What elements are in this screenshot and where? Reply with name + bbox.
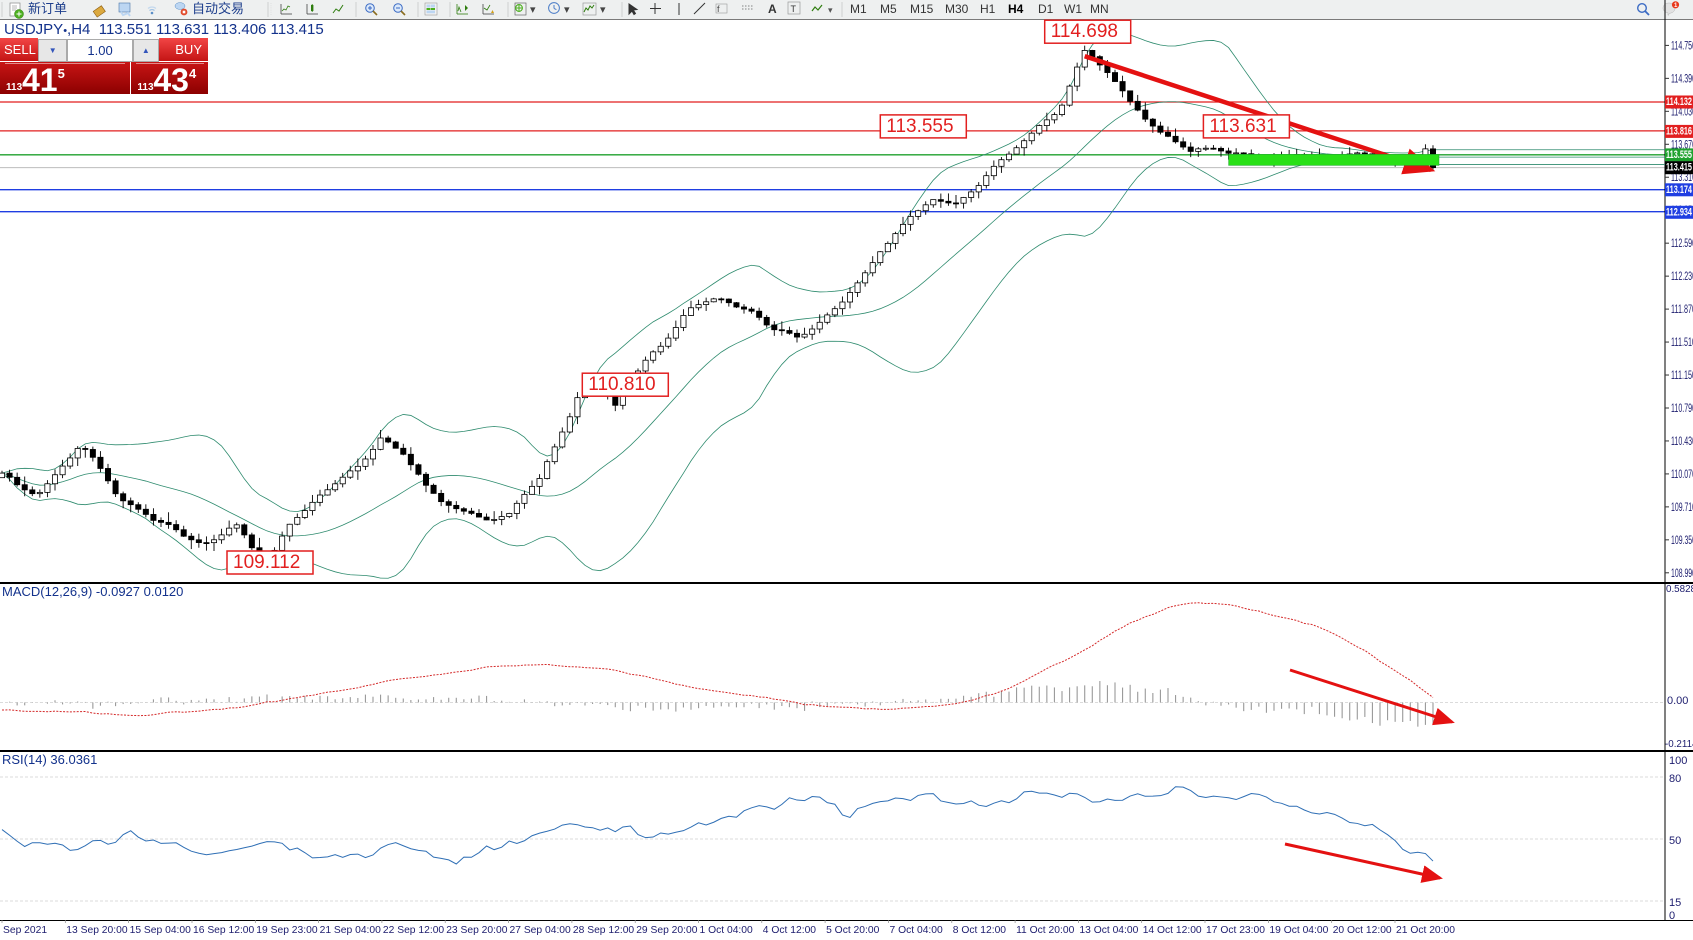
svg-text:110.070: 110.070 [1671,469,1693,481]
svg-text:113.415: 113.415 [1666,162,1692,174]
svg-text:113.174: 113.174 [1666,184,1693,196]
svg-text:112.934: 112.934 [1666,206,1693,218]
svg-text:29 Sep 20:00: 29 Sep 20:00 [636,925,698,936]
svg-text:111.870: 111.870 [1671,304,1693,316]
svg-text:110.810: 110.810 [588,374,655,395]
svg-text:11 Oct 20:00: 11 Oct 20:00 [1016,925,1074,936]
svg-text:112.590: 112.590 [1671,238,1693,250]
svg-text:13 Oct 04:00: 13 Oct 04:00 [1079,925,1138,936]
svg-text:113.555: 113.555 [886,116,953,137]
svg-text:21 Oct 20:00: 21 Oct 20:00 [1396,925,1455,936]
svg-text:8 Oct 12:00: 8 Oct 12:00 [953,925,1007,936]
svg-text:-0.2114: -0.2114 [1665,739,1693,750]
svg-text:114.132: 114.132 [1666,96,1692,108]
svg-text:113.631: 113.631 [1209,116,1276,137]
svg-text:0.00: 0.00 [1667,695,1688,707]
svg-text:113.816: 113.816 [1666,125,1692,137]
svg-text:5 Oct 20:00: 5 Oct 20:00 [826,925,880,936]
svg-text:28 Sep 12:00: 28 Sep 12:00 [573,925,635,936]
svg-text:17 Oct 23:00: 17 Oct 23:00 [1206,925,1265,936]
svg-text:16 Sep 12:00: 16 Sep 12:00 [193,925,255,936]
svg-text:113.555: 113.555 [1666,149,1692,161]
svg-text:112.230: 112.230 [1671,271,1693,283]
svg-text:0.5828: 0.5828 [1666,584,1693,595]
svg-text:20 Oct 12:00: 20 Oct 12:00 [1333,925,1392,936]
svg-text:15 Sep 04:00: 15 Sep 04:00 [130,925,192,936]
svg-text:114.750: 114.750 [1671,40,1693,52]
svg-text:27 Sep 04:00: 27 Sep 04:00 [510,925,572,936]
svg-text:4 Oct 12:00: 4 Oct 12:00 [763,925,817,936]
svg-text:Sep 2021: Sep 2021 [3,925,47,936]
svg-text:110.790: 110.790 [1671,403,1693,415]
svg-text:108.990: 108.990 [1671,568,1693,580]
svg-text:19 Sep 23:00: 19 Sep 23:00 [256,925,318,936]
svg-text:110.430: 110.430 [1671,436,1693,448]
svg-text:13 Sep 20:00: 13 Sep 20:00 [66,925,128,936]
svg-text:80: 80 [1669,773,1681,785]
svg-text:7 Oct 04:00: 7 Oct 04:00 [890,925,944,936]
svg-text:109.350: 109.350 [1671,535,1693,547]
svg-text:111.150: 111.150 [1671,370,1693,382]
svg-text:50: 50 [1669,835,1681,847]
svg-text:23 Sep 20:00: 23 Sep 20:00 [446,925,508,936]
svg-text:22 Sep 12:00: 22 Sep 12:00 [383,925,445,936]
svg-text:114.390: 114.390 [1671,73,1693,85]
svg-text:15: 15 [1669,897,1681,909]
svg-text:109.112: 109.112 [233,552,300,573]
svg-text:114.698: 114.698 [1051,21,1118,42]
svg-text:100: 100 [1669,755,1687,767]
svg-text:109.710: 109.710 [1671,502,1693,514]
svg-text:21 Sep 04:00: 21 Sep 04:00 [320,925,382,936]
svg-text:19 Oct 04:00: 19 Oct 04:00 [1269,925,1328,936]
svg-text:111.510: 111.510 [1671,337,1693,349]
svg-text:1 Oct 04:00: 1 Oct 04:00 [700,925,754,936]
svg-text:14 Oct 12:00: 14 Oct 12:00 [1143,925,1202,936]
